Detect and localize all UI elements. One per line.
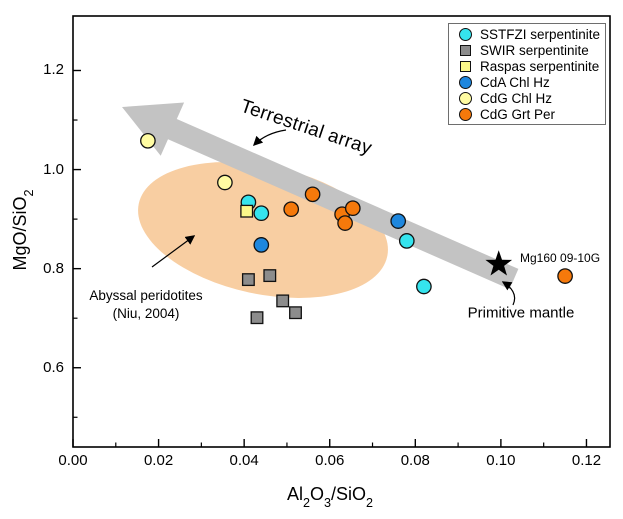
circle-marker-icon — [459, 75, 472, 89]
primitive-mantle-pointer-arrow — [501, 281, 516, 306]
legend-item-label: Raspas serpentinite — [480, 58, 600, 74]
legend-item-label: SWIR serpentinite — [480, 42, 589, 58]
legend-item-2: SWIR serpentinite — [449, 42, 605, 58]
circle-marker-icon — [459, 107, 472, 121]
primitive-mantle-star-layer — [485, 250, 513, 276]
data-point — [140, 132, 156, 149]
legend-item-label: CdG Chl Hz — [480, 90, 553, 106]
circle-marker-icon — [459, 27, 472, 41]
circle-marker-icon — [459, 91, 472, 105]
legend-item-1: SSTFZI serpentinite — [449, 26, 605, 42]
data-point — [289, 306, 302, 320]
square-marker-icon — [460, 44, 471, 56]
data-point — [276, 294, 290, 308]
legend-item-5: CdG Chl Hz — [449, 90, 605, 106]
data-point — [240, 204, 254, 218]
abyssal-peridotites-pointer-arrow — [151, 235, 196, 268]
data-point — [304, 186, 321, 203]
legend-item-3: Raspas serpentinite — [449, 58, 605, 74]
legend-item-6: CdG Grt Per — [449, 106, 605, 122]
primitive-mantle-star — [485, 250, 513, 276]
legend-item-label: SSTFZI serpentinite — [480, 26, 601, 42]
legend: SSTFZI serpentinite SWIR serpentinite Rasp… — [448, 23, 606, 125]
data-point — [217, 174, 233, 191]
data-point — [253, 205, 270, 222]
legend-item-4: CdA Chl Hz — [449, 74, 605, 90]
square-marker-icon — [460, 60, 471, 72]
data-point — [337, 215, 353, 231]
terrestrial-array-pointer-arrow — [252, 129, 287, 147]
plot-border — [72, 15, 611, 448]
data-point — [283, 201, 300, 218]
data-point — [398, 233, 415, 249]
axes-layer — [72, 15, 611, 448]
data-point — [557, 268, 573, 284]
legend-item-label: CdA Chl Hz — [480, 74, 550, 90]
data-point — [344, 200, 361, 217]
data-point — [416, 278, 432, 295]
data-point — [263, 269, 277, 283]
data-point — [241, 273, 255, 287]
data-point — [390, 213, 407, 229]
legend-item-label: CdG Grt Per — [480, 106, 556, 122]
data-point — [250, 311, 264, 325]
data-point — [253, 237, 270, 253]
annotation-arrows — [151, 129, 516, 306]
data-points-layer — [140, 132, 573, 325]
